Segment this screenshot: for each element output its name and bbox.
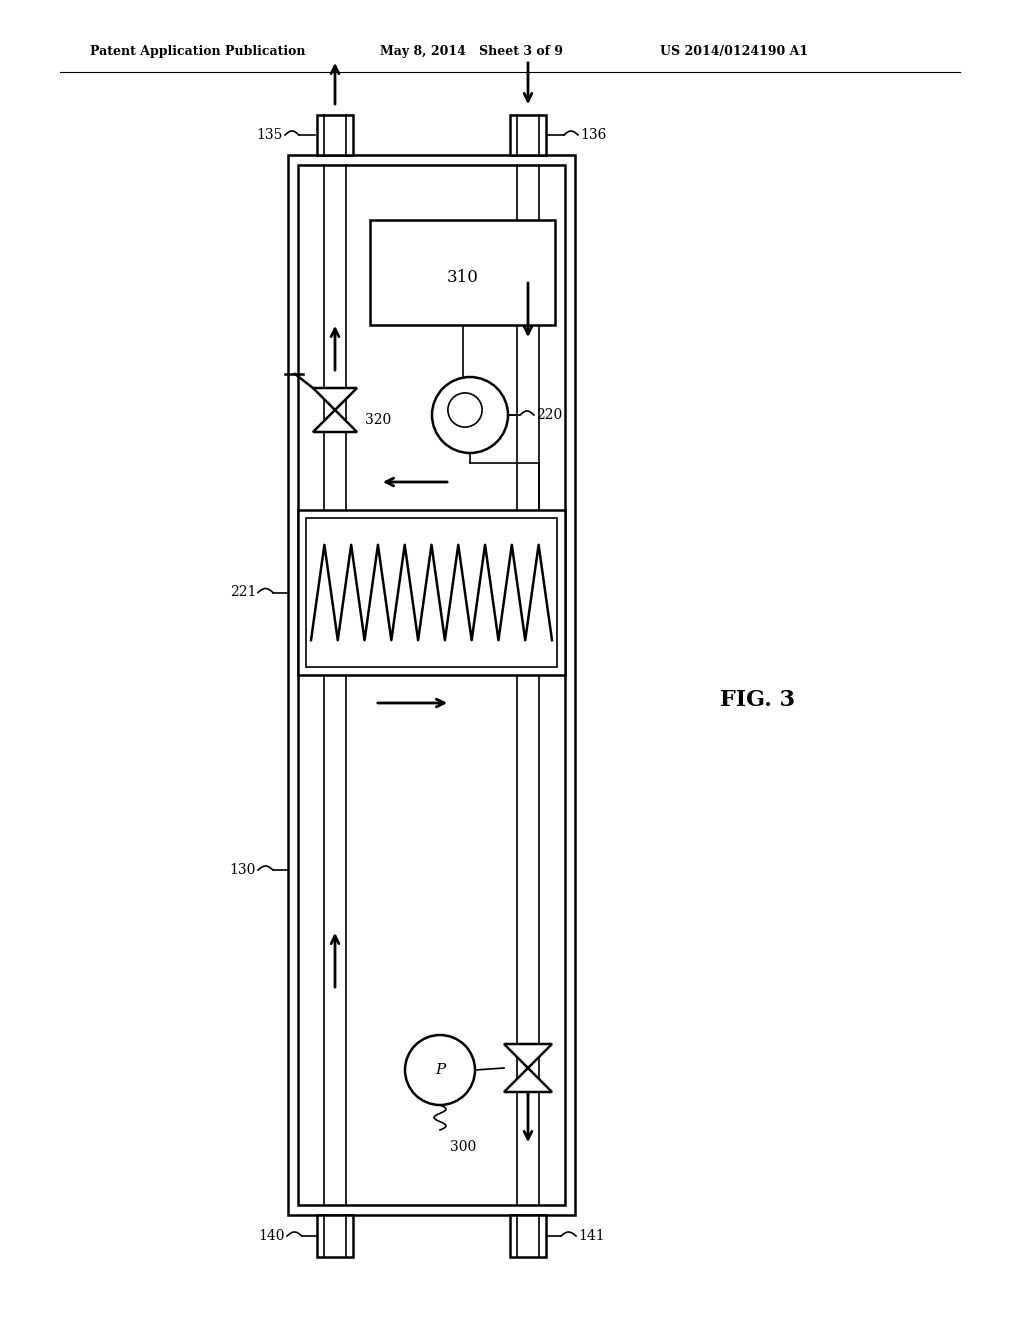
Circle shape: [406, 1035, 475, 1105]
Bar: [317, 1214, 353, 1257]
Text: 320: 320: [365, 413, 391, 426]
Polygon shape: [504, 1044, 552, 1068]
Text: US 2014/0124190 A1: US 2014/0124190 A1: [660, 45, 808, 58]
Text: 140: 140: [258, 1229, 285, 1243]
Text: P: P: [435, 1063, 445, 1077]
Text: May 8, 2014   Sheet 3 of 9: May 8, 2014 Sheet 3 of 9: [380, 45, 563, 58]
Text: 221: 221: [229, 586, 256, 599]
Bar: [298, 165, 565, 1205]
Circle shape: [432, 378, 508, 453]
Text: Patent Application Publication: Patent Application Publication: [90, 45, 305, 58]
Text: 141: 141: [578, 1229, 604, 1243]
Text: 310: 310: [446, 269, 478, 286]
Text: FIG. 3: FIG. 3: [720, 689, 795, 711]
Bar: [298, 510, 565, 675]
Bar: [288, 154, 575, 1214]
Text: 136: 136: [580, 128, 606, 143]
Text: 130: 130: [229, 863, 256, 876]
Bar: [317, 115, 353, 154]
Bar: [510, 115, 546, 154]
Polygon shape: [313, 388, 357, 411]
Polygon shape: [313, 411, 357, 432]
Polygon shape: [504, 1068, 552, 1092]
Text: 220: 220: [536, 408, 562, 422]
Bar: [306, 517, 557, 667]
Text: 135: 135: [257, 128, 283, 143]
Bar: [510, 1214, 546, 1257]
Text: 300: 300: [450, 1140, 476, 1154]
Bar: [370, 220, 555, 325]
